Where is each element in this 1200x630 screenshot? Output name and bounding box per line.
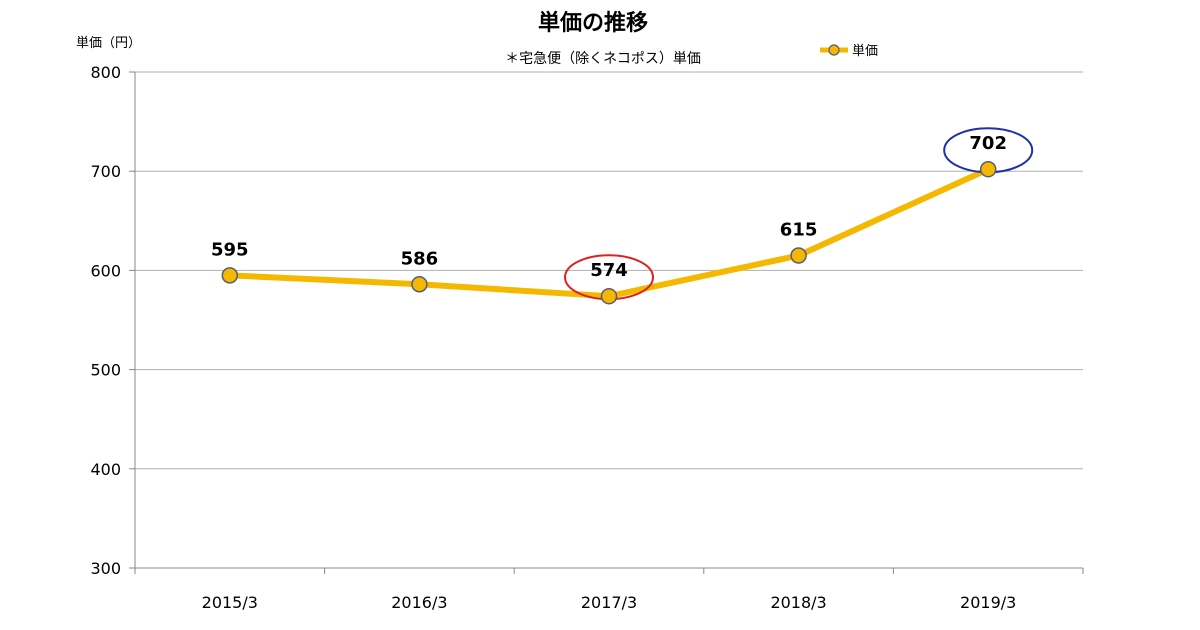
x-tick-label: 2016/3 (391, 593, 447, 612)
gridlines (135, 71, 1083, 470)
chart-title: 単価の推移 (538, 10, 648, 36)
data-point-marker (790, 247, 807, 264)
data-label: 574 (590, 260, 628, 281)
legend-marker-swatch (828, 44, 840, 56)
y-tick-label: 400 (90, 460, 121, 479)
x-tick-label: 2018/3 (770, 593, 826, 612)
highlight-ellipses (564, 127, 1034, 301)
data-label: 586 (401, 248, 439, 269)
x-tick-label: 2015/3 (202, 593, 258, 612)
y-tick-label: 300 (90, 559, 121, 578)
data-labels: 595 586 574 615 702 (211, 133, 1007, 281)
x-tick-labels: 2015/3 2016/3 2017/3 2018/3 2019/3 (202, 593, 1017, 612)
chart-subtitle: ＊宅急便（除くネコポス）単価 (505, 51, 701, 67)
data-point-marker (221, 267, 239, 284)
data-point-marker (979, 160, 997, 178)
y-tick-labels: 300 400 500 600 700 800 (90, 63, 121, 578)
data-label: 595 (211, 239, 249, 260)
data-label: 615 (780, 220, 818, 241)
y-tick-label: 500 (90, 361, 121, 380)
y-tick-label: 600 (90, 261, 121, 280)
axes (129, 71, 1084, 574)
y-tick-label: 800 (90, 63, 121, 82)
data-point-marker (600, 287, 618, 305)
legend-label: 単価 (852, 43, 878, 59)
y-tick-label: 700 (90, 162, 121, 181)
data-point-marker (411, 276, 428, 293)
data-markers (221, 160, 997, 305)
x-tick-label: 2019/3 (960, 593, 1016, 612)
legend: 単価 (820, 43, 878, 59)
x-tick-label: 2017/3 (581, 593, 637, 612)
data-label: 702 (969, 133, 1007, 154)
y-axis-label: 単価（円） (76, 35, 141, 51)
